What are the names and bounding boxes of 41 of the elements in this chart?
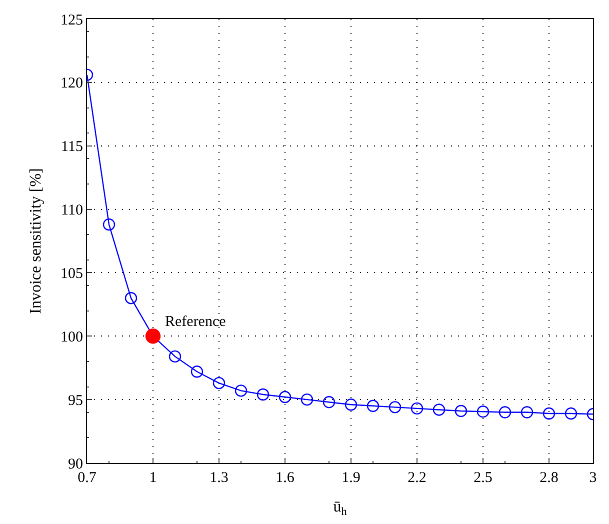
y-tick-label: 110 bbox=[61, 202, 83, 219]
point bbox=[300, 393, 314, 406]
x-tick-label: 0.7 bbox=[78, 470, 97, 486]
y-tick-label: 95 bbox=[68, 392, 83, 409]
point bbox=[520, 406, 534, 418]
x-tick-label: 1.3 bbox=[210, 470, 228, 486]
point bbox=[564, 407, 578, 420]
x-tick-label: 1 bbox=[149, 470, 157, 486]
point bbox=[234, 384, 248, 397]
point bbox=[366, 400, 380, 412]
point bbox=[168, 350, 182, 363]
x-tick-label: 1.6 bbox=[276, 470, 295, 486]
y-tick-label: 125 bbox=[60, 12, 83, 28]
point bbox=[410, 402, 424, 415]
point bbox=[190, 366, 204, 378]
x-tick-label: 2.8 bbox=[540, 470, 558, 486]
x-tick-label: 2.5 bbox=[474, 470, 492, 486]
y-tick-label: 90 bbox=[68, 456, 83, 472]
x-tick-label: 3 bbox=[589, 470, 597, 486]
point bbox=[344, 398, 358, 411]
y-tick-label: 115 bbox=[61, 139, 83, 156]
point bbox=[322, 396, 336, 408]
y-axis-title: Invoice sensitivity [%] bbox=[27, 168, 44, 314]
point bbox=[388, 401, 402, 414]
x-tick-label: 2.2 bbox=[408, 470, 426, 486]
point bbox=[212, 376, 226, 390]
point bbox=[256, 388, 270, 401]
x-tick-label: 1.9 bbox=[342, 470, 360, 486]
y-tick-label: 105 bbox=[60, 266, 83, 282]
point bbox=[102, 218, 116, 231]
point bbox=[432, 404, 446, 416]
x-axis-title: ū$_{h}$ bbox=[333, 498, 348, 518]
y-tick-label: 100 bbox=[60, 329, 83, 346]
point bbox=[278, 390, 292, 404]
point bbox=[476, 406, 490, 418]
point bbox=[454, 404, 468, 418]
y-tick-label: 120 bbox=[60, 76, 83, 92]
point bbox=[124, 292, 138, 304]
point bbox=[498, 406, 512, 418]
annotation: Reference bbox=[165, 314, 226, 330]
point bbox=[542, 407, 556, 420]
